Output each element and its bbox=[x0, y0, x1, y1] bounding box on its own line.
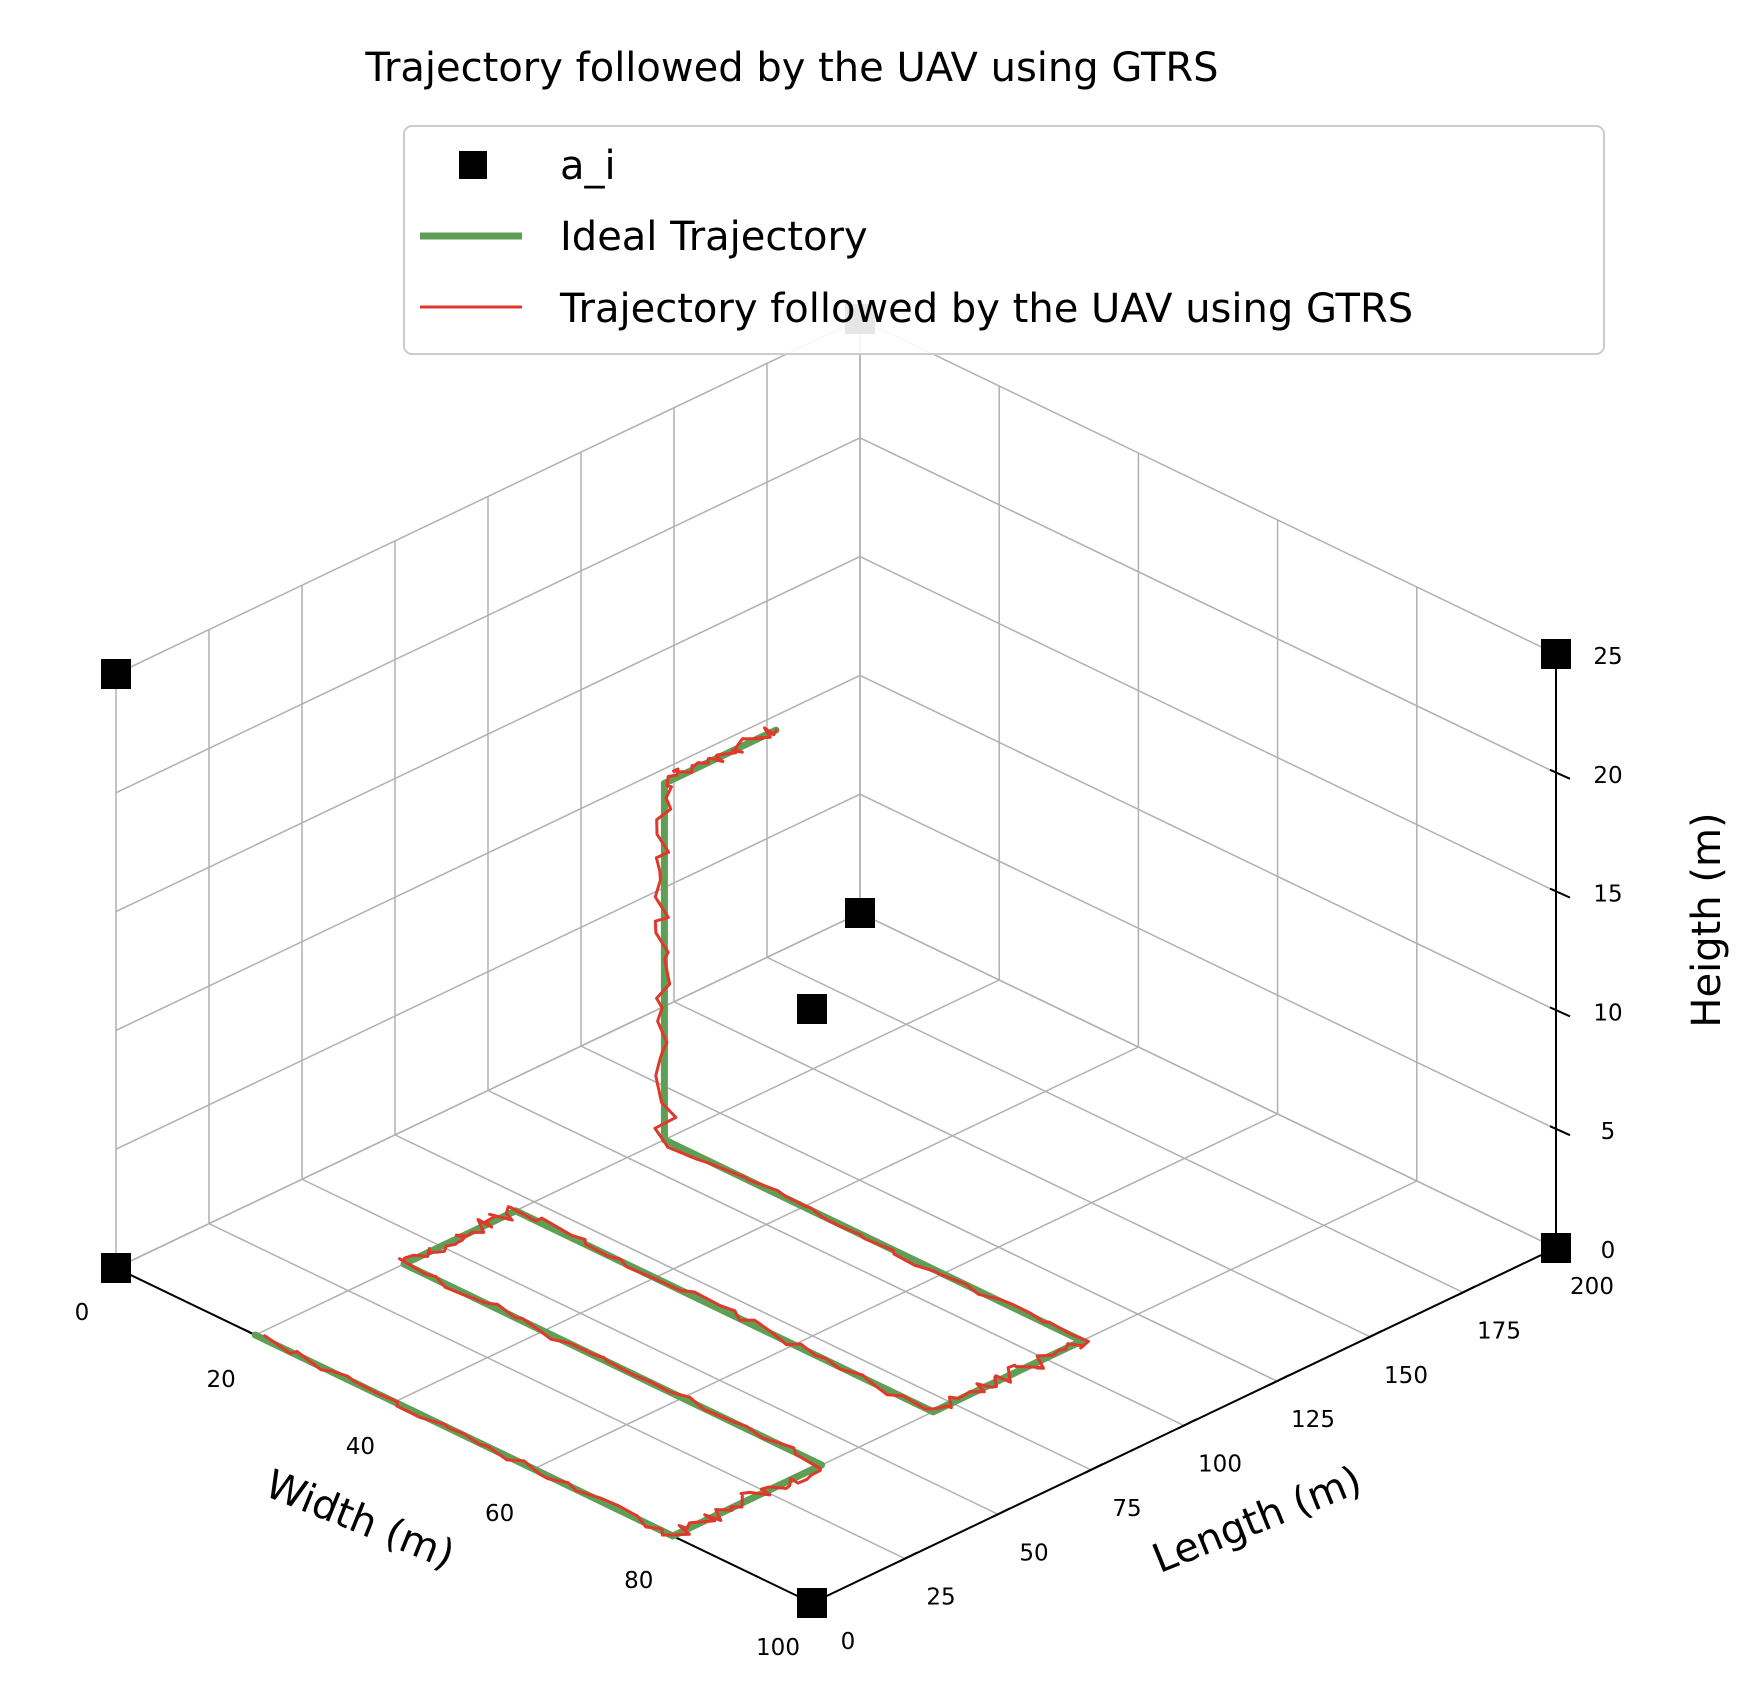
grid-line bbox=[115, 555, 861, 913]
grid-line bbox=[859, 674, 1557, 1012]
y-tick bbox=[1456, 1285, 1476, 1297]
legend-uav-label: Trajectory followed by the UAV using GTR… bbox=[559, 286, 1413, 332]
grid-line bbox=[301, 1178, 999, 1515]
legend-frame bbox=[403, 125, 1605, 355]
chart-title: Trajectory followed by the UAV using GTR… bbox=[364, 45, 1218, 91]
z-tick-label: 10 bbox=[1593, 1000, 1622, 1026]
grid-line bbox=[487, 1089, 1185, 1427]
y-tick bbox=[898, 1551, 918, 1563]
grid-line bbox=[859, 437, 1557, 774]
y-tick-label: 150 bbox=[1384, 1363, 1428, 1389]
y-tick bbox=[1270, 1374, 1290, 1386]
y-tick-label: 100 bbox=[1198, 1452, 1242, 1478]
anchor-marker bbox=[797, 994, 827, 1024]
anchor-marker bbox=[845, 898, 875, 928]
x-axis-title: Width (m) bbox=[259, 1461, 461, 1578]
anchor-markers bbox=[101, 304, 1571, 1618]
grid-lines bbox=[115, 318, 1557, 1604]
z-tick-label: 0 bbox=[1601, 1238, 1616, 1264]
y-tick-label: 200 bbox=[1570, 1274, 1614, 1300]
z-tick bbox=[1549, 1125, 1571, 1137]
legend-anchor-label: a_i bbox=[560, 143, 616, 189]
grid-line bbox=[859, 555, 1557, 893]
y-axis-title: Length (m) bbox=[1146, 1457, 1368, 1582]
x-tick-label: 40 bbox=[346, 1434, 375, 1460]
grid-line bbox=[859, 912, 1557, 1249]
x-tick-label: 60 bbox=[485, 1501, 514, 1527]
z-tick bbox=[1549, 1006, 1571, 1018]
grid-line bbox=[766, 956, 1464, 1294]
legend-anchor-marker bbox=[459, 151, 487, 179]
z-tick-label: 5 bbox=[1601, 1119, 1616, 1145]
grid-line bbox=[115, 912, 861, 1269]
grid-line bbox=[859, 793, 1557, 1130]
z-tick-label: 15 bbox=[1593, 882, 1622, 908]
legend-ideal-label: Ideal Trajectory bbox=[560, 214, 868, 260]
z-tick-label: 20 bbox=[1593, 763, 1622, 789]
trajectory-lines bbox=[251, 726, 1090, 1540]
grid-line bbox=[394, 1134, 1092, 1471]
x-tick-label: 0 bbox=[75, 1300, 90, 1326]
grid-line bbox=[859, 318, 1557, 655]
grid-line bbox=[115, 793, 861, 1150]
anchor-marker bbox=[1541, 639, 1571, 669]
z-tick bbox=[1549, 768, 1571, 780]
anchor-marker bbox=[101, 659, 131, 689]
grid-line bbox=[580, 1045, 1278, 1382]
y-tick-label: 125 bbox=[1291, 1407, 1335, 1433]
x-tick-label: 80 bbox=[624, 1568, 653, 1594]
grid-line bbox=[115, 318, 861, 675]
y-tick bbox=[1363, 1329, 1383, 1341]
y-tick-label: 50 bbox=[1019, 1540, 1048, 1566]
grid-line bbox=[208, 1222, 906, 1560]
grid-line bbox=[673, 1001, 1371, 1338]
y-tick bbox=[1084, 1462, 1104, 1474]
y-tick-label: 25 bbox=[926, 1585, 955, 1611]
x-tick-label: 100 bbox=[756, 1635, 800, 1661]
anchor-marker bbox=[797, 1588, 827, 1618]
y-tick-label: 0 bbox=[841, 1629, 856, 1655]
grid-line bbox=[115, 437, 861, 794]
y-tick-label: 175 bbox=[1477, 1318, 1521, 1344]
z-tick bbox=[1549, 887, 1571, 899]
grid-line bbox=[115, 674, 861, 1032]
anchor-marker bbox=[1541, 1233, 1571, 1263]
y-tick bbox=[991, 1507, 1011, 1519]
y-tick-label: 75 bbox=[1112, 1496, 1141, 1522]
axis-ticks: 0 20 40 60 80 100 0 25 50 75 100 125 150 175 200 0 5 10 15… bbox=[75, 644, 1623, 1661]
legend: a_i Ideal Trajectory Trajectory followed… bbox=[403, 125, 1605, 355]
anchor-marker bbox=[101, 1253, 131, 1283]
z-axis-title: Heigth (m) bbox=[1684, 812, 1730, 1027]
z-tick-label: 25 bbox=[1593, 644, 1622, 670]
trajectory-line bbox=[263, 726, 1090, 1537]
y-tick bbox=[1177, 1418, 1197, 1430]
x-tick-label: 20 bbox=[207, 1367, 236, 1393]
